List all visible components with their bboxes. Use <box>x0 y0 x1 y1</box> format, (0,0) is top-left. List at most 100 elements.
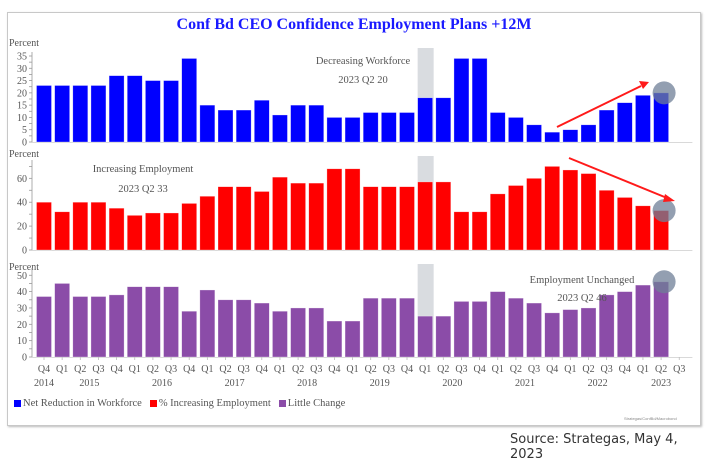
bar-net-reduction-in-workforce <box>489 112 506 143</box>
bar-increasing-employment <box>308 182 325 251</box>
bar-increasing-employment <box>72 201 89 251</box>
bar-net-reduction-in-workforce <box>526 124 542 143</box>
bar-net-reduction-in-workforce <box>163 80 179 143</box>
bar-increasing-employment <box>344 168 361 251</box>
bar-increasing-employment <box>126 215 143 251</box>
x-tick-label-quarter: Q4 <box>38 364 50 375</box>
panel-annotation-title: Decreasing Workforce <box>316 56 411 67</box>
bar-increasing-employment <box>580 173 597 251</box>
panel-annotation-value: 2023 Q2 20 <box>338 75 388 86</box>
y-tick-label: 0 <box>22 246 27 257</box>
bar-little-change <box>562 309 579 358</box>
x-tick-label-year: 2022 <box>588 378 608 389</box>
x-tick-label-quarter: Q2 <box>147 364 159 375</box>
x-tick-label-year: 2016 <box>152 378 172 389</box>
x-tick-label-quarter: Q1 <box>274 364 286 375</box>
x-tick-label-quarter: Q4 <box>401 364 413 375</box>
x-tick-label-quarter: Q3 <box>455 364 467 375</box>
bar-net-reduction-in-workforce <box>562 129 579 143</box>
panel-annotation-title: Employment Unchanged <box>530 275 635 286</box>
x-tick-label-quarter: Q1 <box>492 364 504 375</box>
x-tick-label-year: 2018 <box>297 378 317 389</box>
bar-little-change <box>344 320 361 358</box>
bar-little-change <box>635 284 651 358</box>
x-tick-label-quarter: Q1 <box>637 364 649 375</box>
x-tick-label-year: 2020 <box>442 378 462 389</box>
x-tick-label-quarter: Q2 <box>582 364 594 375</box>
bar-net-reduction-in-workforce <box>362 112 379 143</box>
bar-little-change <box>90 296 107 358</box>
legend-swatch-purple <box>278 400 286 407</box>
bar-net-reduction-in-workforce <box>217 109 234 143</box>
x-tick-label-year: 2019 <box>370 378 390 389</box>
panel-annotation-value: 2023 Q2 46 <box>557 293 607 304</box>
bar-little-change <box>54 283 70 358</box>
bar-increasing-employment <box>217 186 234 251</box>
bar-increasing-employment <box>54 211 70 251</box>
bar-little-change <box>653 281 669 358</box>
bar-little-change <box>217 299 234 358</box>
x-tick-label-quarter: Q2 <box>292 364 304 375</box>
bar-little-change <box>508 297 524 358</box>
bar-net-reduction-in-workforce <box>254 99 270 143</box>
bar-net-reduction-in-workforce <box>290 104 306 143</box>
x-tick-label-quarter: Q4 <box>546 364 558 375</box>
x-tick-label-quarter: Q1 <box>564 364 576 375</box>
y-tick-label: 20 <box>17 320 27 331</box>
bar-increasing-employment <box>163 212 179 251</box>
y-tick-label: 25 <box>17 76 27 87</box>
bar-increasing-employment <box>526 178 542 251</box>
bar-net-reduction-in-workforce <box>108 75 125 143</box>
y-tick-label: 20 <box>17 88 27 99</box>
bar-increasing-employment <box>471 211 488 251</box>
trend-arrow-down <box>568 157 668 199</box>
bar-little-change <box>254 302 270 358</box>
bar-little-change <box>126 286 143 358</box>
bar-increasing-employment <box>181 203 197 251</box>
bar-net-reduction-in-workforce <box>580 124 597 143</box>
bar-little-change <box>326 320 343 358</box>
bar-little-change <box>580 307 597 358</box>
x-tick-label-quarter: Q2 <box>655 364 667 375</box>
x-tick-label-quarter: Q3 <box>673 364 685 375</box>
source-note: Source: Strategas, May 4, 2023 <box>510 432 678 462</box>
bar-little-change <box>544 312 561 358</box>
y-tick-label: 30 <box>17 303 27 314</box>
x-tick-label-quarter: Q1 <box>346 364 358 375</box>
bar-little-change <box>435 315 452 358</box>
x-tick-label-quarter: Q3 <box>310 364 322 375</box>
bar-net-reduction-in-workforce <box>126 75 143 143</box>
x-tick-label-quarter: Q2 <box>74 364 86 375</box>
bar-little-change <box>308 307 325 358</box>
y-tick-label: 10 <box>17 113 27 124</box>
y-tick-label: 35 <box>17 52 27 63</box>
bar-net-reduction-in-workforce <box>598 109 615 143</box>
bar-net-reduction-in-workforce <box>36 85 52 143</box>
legend: Net Reduction in Workforce % Increasing … <box>14 398 345 409</box>
x-tick-label-year: 2021 <box>515 378 535 389</box>
bar-little-change <box>272 310 288 358</box>
bar-increasing-employment <box>435 181 452 251</box>
y-tick-label: 30 <box>17 64 27 75</box>
bar-net-reduction-in-workforce <box>471 58 488 143</box>
x-tick-label-quarter: Q2 <box>437 364 449 375</box>
legend-item-increasing: % Increasing Employment <box>149 398 271 409</box>
trend-arrow-down-head <box>663 194 675 202</box>
bar-increasing-employment <box>508 185 524 251</box>
bar-increasing-employment <box>635 205 651 251</box>
trend-arrow-up <box>556 85 642 128</box>
bar-increasing-employment <box>544 166 561 251</box>
bar-increasing-employment <box>272 176 288 251</box>
x-tick-label-quarter: Q2 <box>219 364 231 375</box>
x-tick-label-quarter: Q3 <box>92 364 104 375</box>
y-tick-label: 10 <box>17 336 27 347</box>
y-tick-label: 0 <box>22 138 27 149</box>
bar-net-reduction-in-workforce <box>417 97 433 143</box>
bar-net-reduction-in-workforce <box>145 80 161 143</box>
bar-increasing-employment <box>90 201 107 251</box>
y-axis-label: Percent <box>9 149 39 160</box>
bar-little-change <box>471 301 488 358</box>
bar-little-change <box>235 299 252 358</box>
bar-net-reduction-in-workforce <box>508 117 524 143</box>
